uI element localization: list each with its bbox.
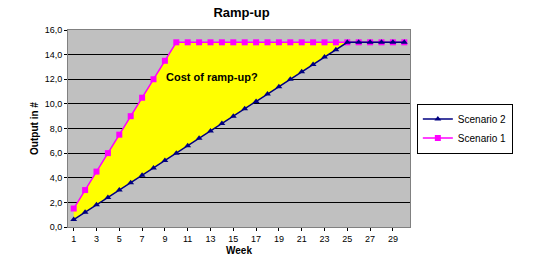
svg-text:27: 27 (365, 234, 375, 244)
svg-text:10,0: 10,0 (45, 99, 63, 109)
svg-text:5: 5 (117, 234, 122, 244)
svg-text:3: 3 (94, 234, 99, 244)
svg-text:8,0: 8,0 (50, 124, 63, 134)
svg-text:Output in #: Output in # (29, 102, 40, 155)
svg-text:12,0: 12,0 (45, 74, 63, 84)
svg-text:11: 11 (183, 234, 192, 244)
svg-text:4,0: 4,0 (50, 173, 63, 183)
svg-text:6,0: 6,0 (50, 148, 63, 158)
svg-text:13: 13 (205, 234, 215, 244)
svg-text:Week: Week (226, 245, 252, 256)
svg-text:1: 1 (71, 234, 76, 244)
svg-text:9: 9 (162, 234, 167, 244)
svg-text:21: 21 (297, 234, 307, 244)
svg-text:29: 29 (388, 234, 398, 244)
svg-text:23: 23 (319, 234, 329, 244)
svg-text:Scenario 1: Scenario 1 (458, 133, 506, 144)
svg-text:Scenario 2: Scenario 2 (458, 114, 506, 125)
svg-text:15: 15 (228, 234, 238, 244)
svg-text:16,0: 16,0 (45, 25, 63, 35)
svg-text:7: 7 (140, 234, 145, 244)
svg-text:14,0: 14,0 (45, 50, 63, 60)
svg-text:Ramp-up: Ramp-up (213, 5, 269, 20)
svg-text:25: 25 (342, 234, 352, 244)
svg-text:Cost of ramp-up?: Cost of ramp-up? (166, 71, 258, 83)
svg-text:0,0: 0,0 (50, 222, 63, 232)
svg-text:2,0: 2,0 (50, 198, 63, 208)
svg-text:19: 19 (274, 234, 284, 244)
svg-text:17: 17 (251, 234, 261, 244)
